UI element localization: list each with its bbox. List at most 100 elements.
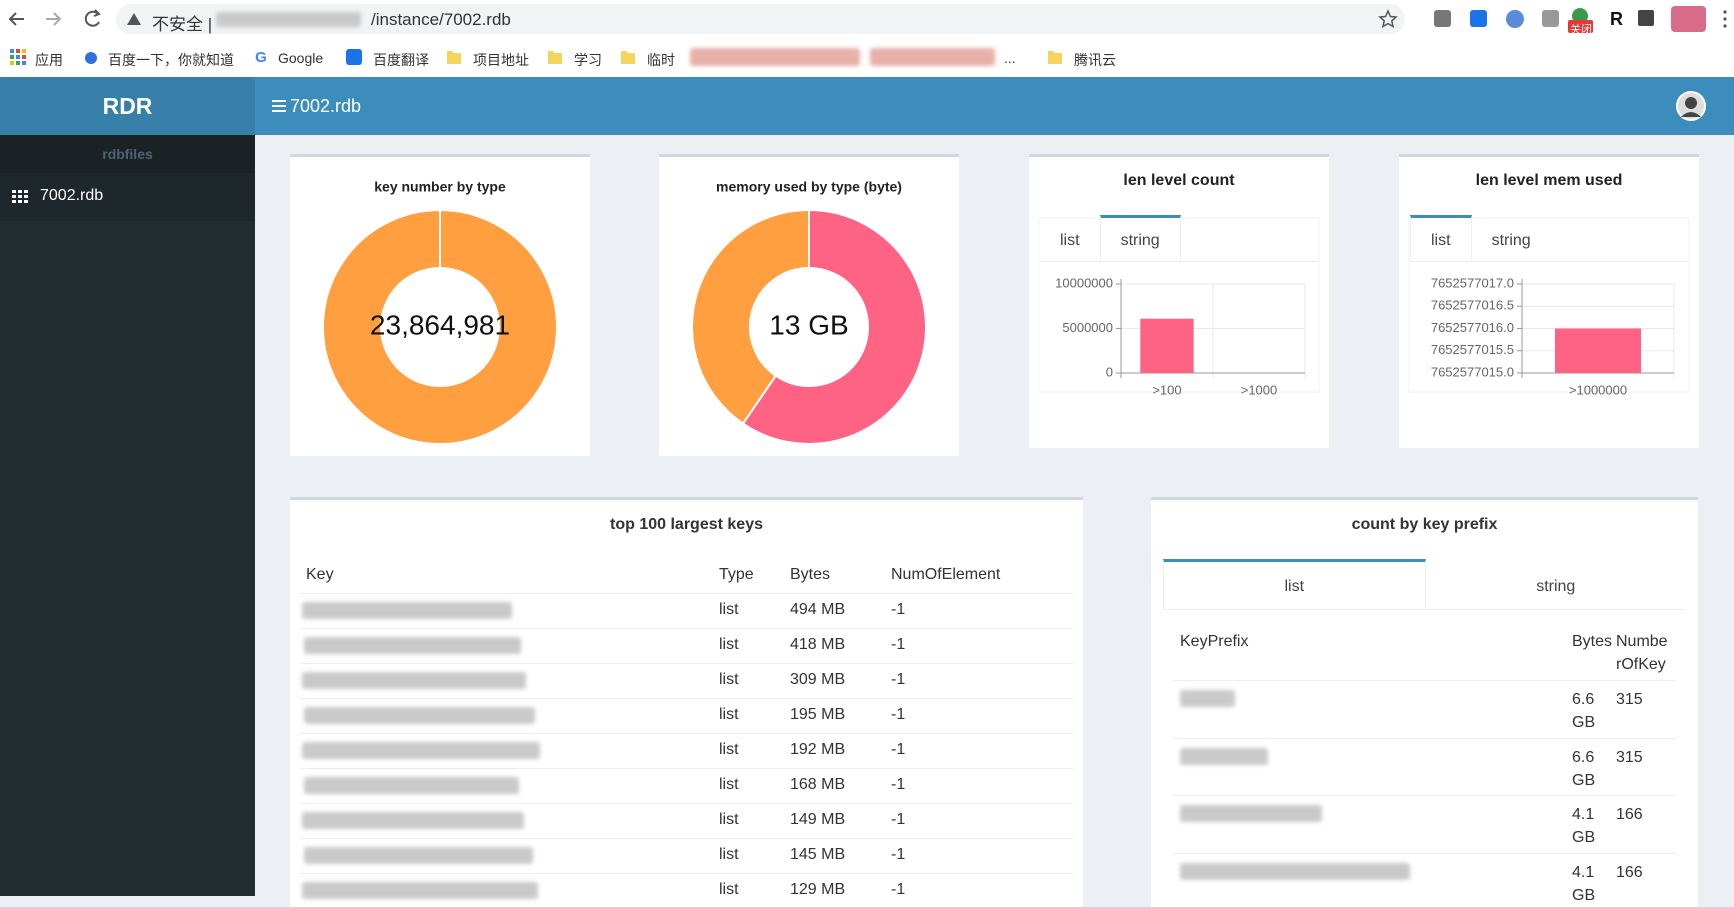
blurred-prefix (1180, 747, 1268, 765)
row-divider (1173, 680, 1676, 681)
row-divider (300, 663, 1073, 664)
app-header: RDR 7002.rdb (0, 77, 1734, 135)
column-header: Bytes (790, 566, 831, 583)
extension-letter: R (1610, 9, 1623, 29)
card: len level count 0 5000000 10000000 >100 >1000… (1029, 154, 1329, 448)
table-cell: 149 MB (790, 811, 846, 828)
bookmark[interactable]: 百度一下，你就知道 (108, 52, 234, 68)
chart: memory used by type (byte) 13 GB (691, 179, 927, 445)
page-title: 7002.rdb (290, 96, 362, 116)
table-title: count by key prefix (1351, 516, 1498, 533)
address-bar[interactable]: 不安全 | /instance/7002.rdb (116, 4, 1405, 34)
bookmark[interactable]: 百度翻译 (373, 52, 429, 68)
table-cell: 145 MB (790, 846, 846, 863)
tabs: list string (1410, 215, 1688, 262)
bookmark[interactable]: Google (278, 50, 324, 66)
chart-title: key number by type (374, 179, 506, 195)
y-tick-label: 5000000 (1062, 320, 1113, 335)
row-divider (300, 873, 1073, 874)
card: top 100 largest keys Key Type Bytes NumOfEle… (290, 497, 1083, 907)
tab[interactable]: list (1410, 215, 1472, 261)
nav-buttons[interactable] (0, 0, 116, 38)
card: key number by type 23,864,981 (290, 154, 590, 456)
column-header: NumberOfKey (1616, 633, 1668, 673)
y-tick-label: 7652577015.5 (1431, 342, 1514, 357)
x-tick-label: >1000 (1241, 382, 1278, 397)
table-cell: list (719, 636, 739, 653)
extensions[interactable] (1420, 0, 1734, 38)
blurred-key (304, 847, 533, 864)
blurred-key (304, 637, 521, 654)
bar (1140, 318, 1194, 373)
menu-toggle[interactable] (272, 99, 286, 113)
blurred-prefix (1180, 862, 1410, 880)
table-cell: -1 (891, 881, 906, 898)
column-header: KeyPrefix (1180, 633, 1249, 650)
star[interactable] (1378, 9, 1398, 29)
brand: RDR (0, 77, 255, 135)
table-cell: 4.1 GB (1572, 863, 1596, 904)
bookmark[interactable]: 应用 (35, 52, 63, 68)
chart-title: memory used by type (byte) (716, 179, 902, 195)
bookmark[interactable]: ... (1004, 50, 1016, 66)
table-cell: list (719, 776, 739, 793)
bookmark[interactable]: 临时 (647, 52, 675, 68)
tab[interactable]: string (1491, 232, 1531, 249)
bookmark[interactable]: 学习 (574, 52, 602, 68)
avatar[interactable] (1676, 91, 1706, 121)
table-cell: list (719, 671, 739, 688)
tab[interactable]: list (1163, 559, 1426, 609)
blurred-key (302, 602, 512, 619)
doughnut-segment (741, 208, 927, 445)
chart: key number by type 23,864,981 (322, 179, 558, 445)
table-cell: 4.1 GB (1572, 806, 1596, 846)
card: memory used by type (byte) 13 GB (659, 154, 959, 456)
blurred-key (302, 672, 526, 689)
table-cell: -1 (891, 776, 906, 793)
table-cell: -1 (891, 741, 906, 758)
bookmark[interactable]: 项目地址 (473, 52, 529, 68)
y-tick-label: 7652577016.5 (1431, 298, 1514, 313)
doughnut-segment (322, 208, 558, 445)
chart-title: len level mem used (1476, 172, 1623, 189)
url: /instance/7002.rdb (371, 10, 511, 29)
table-cell: 309 MB (790, 671, 846, 688)
blurred-key (304, 777, 519, 794)
svg-text:G: G (255, 49, 267, 65)
row-divider (300, 593, 1073, 594)
y-tick-label: 0 (1106, 364, 1113, 379)
blurred-key (302, 882, 538, 899)
sidebar-item[interactable]: 7002.rdb (0, 173, 255, 221)
blurred-prefix (1180, 690, 1235, 707)
center-label: 23,864,981 (370, 309, 510, 340)
row-divider (300, 838, 1073, 839)
card: count by key prefix list string KeyPrefix By… (1151, 497, 1698, 907)
table-cell: -1 (891, 671, 906, 688)
browser-toolbar: 不安全 | /instance/7002.rdb 关闭 R (0, 0, 1734, 38)
table-cell: 418 MB (790, 636, 846, 653)
table-cell: -1 (891, 706, 906, 723)
center-label: 13 GB (769, 309, 848, 340)
bookmark[interactable]: 腾讯云 (1074, 52, 1116, 68)
table-cell: -1 (891, 846, 906, 863)
row-divider (300, 628, 1073, 629)
table-cell: -1 (891, 811, 906, 828)
tabs: list string (1163, 559, 1686, 610)
extension-badge: 关闭 (1570, 24, 1592, 36)
blurred-key (302, 742, 540, 759)
chart-title: len level count (1123, 172, 1235, 189)
table-cell: 166 (1616, 806, 1643, 823)
x-tick-label: >100 (1152, 382, 1181, 397)
table-cell: list (719, 881, 739, 898)
tab[interactable]: string (1099, 215, 1181, 261)
blurred-key (302, 812, 524, 829)
sidebar: rdbfiles 7002.rdb (0, 135, 255, 896)
doughnut-segment (691, 208, 810, 425)
table-cell: list (719, 706, 739, 723)
table-cell: list (719, 846, 739, 863)
tab[interactable]: string (1536, 578, 1576, 595)
table-cell: 6.6 GB (1572, 748, 1596, 789)
tab[interactable]: list (1060, 232, 1080, 249)
tabs: list string (1040, 215, 1318, 262)
